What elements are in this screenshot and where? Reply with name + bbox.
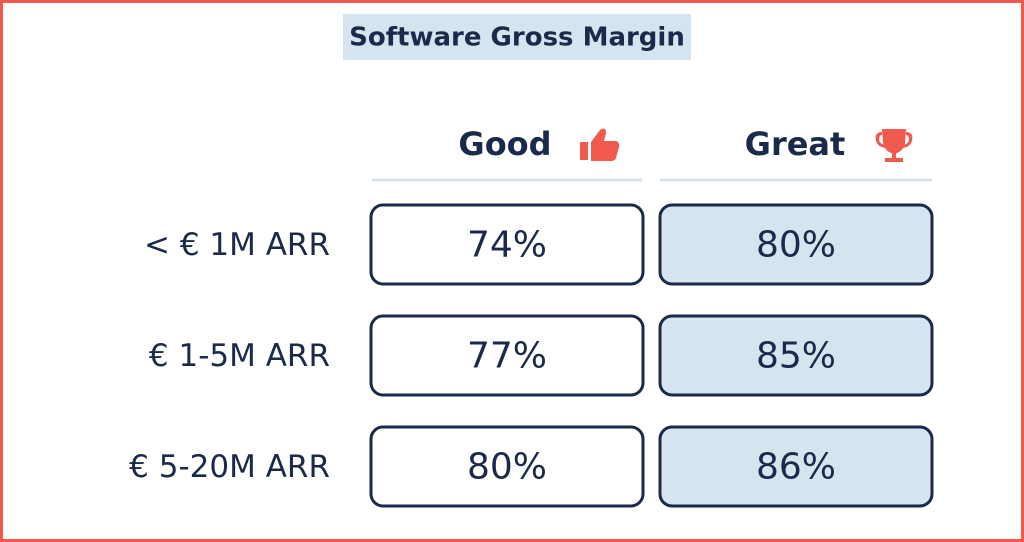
value: 80% <box>467 447 547 488</box>
column-header: Good <box>458 125 551 163</box>
thumbs-up-icon <box>580 128 620 161</box>
value: 85% <box>756 336 836 377</box>
row-label: < € 1M ARR <box>144 227 330 263</box>
value-box <box>658 203 934 286</box>
row-label: € 5-20M ARR <box>129 449 330 485</box>
value-box <box>369 314 645 397</box>
value-box <box>369 425 645 508</box>
value: 77% <box>467 336 547 377</box>
column-header: Great <box>745 125 846 163</box>
title-bg <box>343 14 691 60</box>
value-box <box>658 425 934 508</box>
value: 80% <box>756 225 836 266</box>
value-box <box>369 203 645 286</box>
value: 74% <box>467 225 547 266</box>
value: 86% <box>756 447 836 488</box>
row-label: € 1-5M ARR <box>149 338 330 374</box>
title: Software Gross Margin <box>349 23 685 53</box>
value-box <box>658 314 934 397</box>
trophy-icon <box>875 129 913 162</box>
